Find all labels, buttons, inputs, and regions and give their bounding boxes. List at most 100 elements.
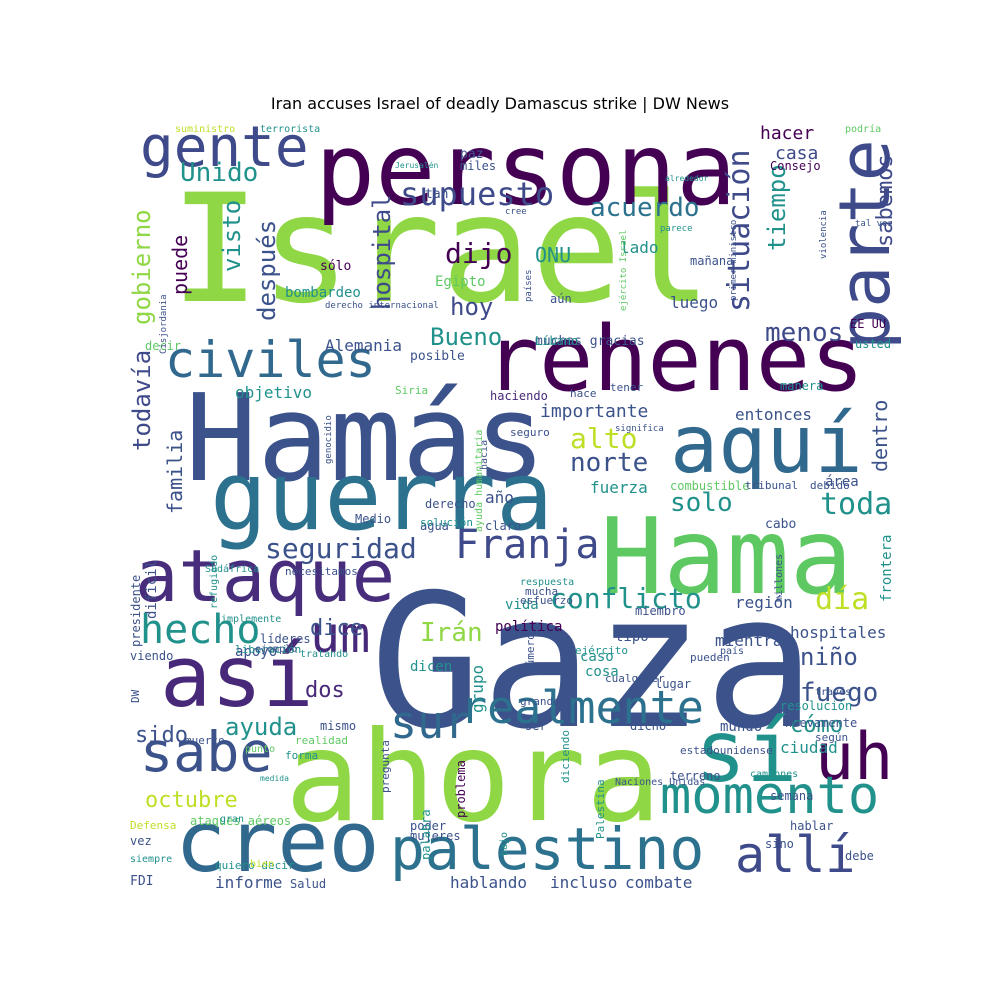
word: así — [160, 628, 314, 727]
word: todavía — [128, 349, 156, 451]
word: Irán — [420, 618, 483, 648]
word: sí — [695, 703, 798, 802]
word: semana — [770, 789, 814, 803]
word: supuesto — [400, 175, 555, 213]
word: FDI — [130, 874, 154, 889]
word: aún — [550, 292, 572, 306]
word: derecho — [425, 497, 476, 511]
word: simplemente — [215, 614, 282, 625]
word: fuego — [800, 678, 879, 708]
word: norte — [570, 448, 649, 478]
word: mientras — [715, 631, 793, 650]
word: lugar — [655, 677, 692, 691]
word: persona — [315, 120, 737, 228]
word: cabo — [765, 517, 797, 532]
word: dicen — [410, 659, 453, 675]
word: según — [815, 731, 849, 744]
word: lado — [620, 238, 659, 257]
word: gobierno — [128, 209, 156, 326]
word: significa — [615, 424, 664, 434]
word: entonces — [735, 405, 813, 424]
word: problema — [454, 759, 468, 818]
word: derecho internacional — [325, 301, 439, 311]
word: alrededor — [665, 174, 709, 183]
word: tipo — [615, 629, 649, 645]
word: número — [524, 632, 537, 673]
word: palabra — [419, 809, 433, 861]
word: miembro — [635, 604, 686, 618]
word: millones — [774, 553, 785, 602]
word: líderes — [260, 632, 311, 646]
word: combate — [625, 873, 693, 892]
word: diciendo — [559, 729, 572, 783]
word: claro — [485, 519, 522, 533]
word: rehenes — [485, 307, 865, 412]
word: quiero decir — [215, 859, 295, 872]
word: cualquier — [605, 672, 665, 685]
word: resolución — [780, 699, 853, 713]
word: sido — [135, 723, 188, 748]
word: país — [720, 646, 745, 657]
word: dice — [310, 616, 363, 641]
word: necesitamos — [285, 565, 358, 578]
word: poder — [410, 819, 447, 833]
word: vida — [505, 597, 539, 613]
word: política — [495, 619, 563, 635]
word: ciudad — [780, 738, 838, 757]
word: DW — [129, 689, 142, 704]
word: frontera — [879, 534, 895, 603]
word: casa — [775, 143, 819, 164]
word: informe — [215, 873, 283, 892]
word: tal vez — [855, 219, 893, 229]
word: hace — [570, 387, 597, 400]
word: Siria — [395, 384, 429, 397]
word: dijo — [445, 237, 513, 270]
word: agua — [420, 519, 449, 533]
word: Bueno — [430, 323, 503, 351]
word: presidente — [129, 574, 143, 647]
word: Sudáfrica — [205, 564, 260, 575]
word: luego — [670, 293, 719, 312]
word: difícil — [144, 559, 160, 619]
word: hoy — [450, 293, 494, 321]
word: ejemplo — [255, 644, 298, 655]
word: ahora — [285, 705, 662, 850]
word: objetivo — [235, 383, 313, 402]
word: tiempo — [763, 164, 791, 252]
word: sur — [390, 696, 472, 749]
word: mundo — [720, 719, 763, 735]
word: grande — [520, 695, 560, 708]
word: decir — [145, 339, 182, 353]
word: vez — [130, 834, 152, 848]
word: bombardeo — [285, 285, 361, 301]
word: medida — [260, 774, 289, 783]
word: sabe — [140, 720, 273, 784]
word: palestino — [390, 815, 705, 883]
word: Jerusalén — [395, 161, 439, 170]
word: ayuda — [225, 713, 298, 741]
word: forma — [285, 749, 319, 762]
word: pueden — [690, 651, 730, 664]
word: ONU — [535, 243, 572, 267]
word: fuerza — [590, 478, 648, 497]
word: terreno — [670, 769, 721, 783]
word: debe — [845, 849, 874, 863]
word: respuesta — [520, 577, 575, 588]
word: países — [524, 269, 534, 303]
word: toda — [820, 487, 893, 522]
word: Palestina — [594, 779, 607, 840]
word: gente — [140, 120, 309, 180]
word: manera — [780, 379, 824, 393]
word: menos — [765, 318, 844, 348]
word: estadounidense — [680, 744, 773, 757]
word: dicho — [630, 719, 667, 733]
word: Medio — [355, 512, 392, 526]
word: bien — [250, 859, 275, 870]
word: tratando — [300, 649, 349, 660]
word: liberación — [235, 643, 302, 656]
word: Cisjordania — [159, 294, 169, 355]
word: hecho — [140, 607, 261, 653]
word: gran — [220, 814, 245, 825]
word: hospital — [368, 194, 396, 311]
word: realidad — [295, 734, 348, 747]
